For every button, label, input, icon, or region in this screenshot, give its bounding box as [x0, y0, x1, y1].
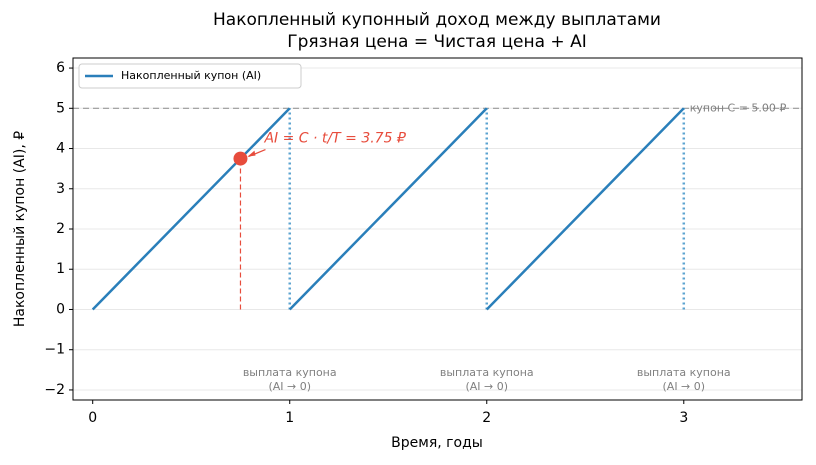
x-tick-label: 1 [285, 410, 294, 426]
y-axis-label: Накопленный купон (AI), ₽ [12, 131, 28, 327]
x-tick-label: 0 [88, 410, 97, 426]
y-tick-label: 5 [56, 100, 65, 116]
payment-label: выплата купона [637, 366, 731, 379]
chart-title: Накопленный купонный доход между выплата… [213, 10, 661, 30]
payment-label: (AI → 0) [663, 380, 706, 393]
payment-label: (AI → 0) [465, 380, 508, 393]
coupon-label: купон C = 5.00 ₽ [690, 101, 787, 114]
y-tick-label: −2 [44, 382, 65, 398]
y-tick-label: 2 [56, 221, 65, 237]
chart-subtitle: Грязная цена = Чистая цена + AI [287, 32, 586, 52]
y-tick-label: 1 [56, 261, 65, 277]
point-label: AI = C · t/T = 3.75 ₽ [263, 131, 406, 147]
y-tick-label: 3 [56, 181, 65, 197]
plot-frame [72, 57, 803, 401]
legend-box [78, 63, 302, 89]
y-tick-label: −1 [44, 342, 65, 358]
y-tick-label: 0 [56, 301, 65, 317]
legend-label: Накопленный купон (AI) [121, 69, 261, 82]
point-arrowhead [247, 150, 256, 157]
x-axis-label: Время, годы [391, 435, 483, 451]
x-tick-label: 2 [482, 410, 491, 426]
y-tick-label: 4 [56, 141, 65, 157]
payment-label: выплата купона [243, 366, 337, 379]
payment-label: (AI → 0) [268, 380, 311, 393]
series-line [91, 107, 685, 311]
x-tick-label: 3 [679, 410, 688, 426]
y-tick-label: 6 [56, 60, 65, 76]
point-marker [233, 151, 248, 166]
payment-label: выплата купона [440, 366, 534, 379]
